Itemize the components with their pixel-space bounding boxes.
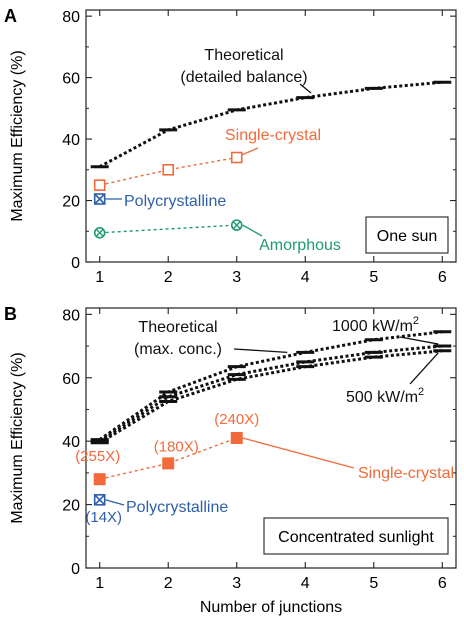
y-tick-label: 40 [62, 434, 80, 451]
label-leader [242, 224, 263, 237]
x-tick-label: 4 [301, 575, 310, 592]
point-label: (14X) [85, 509, 122, 526]
x-tick-label: 3 [232, 269, 241, 286]
data-point [93, 179, 106, 191]
x-tick-label: 5 [369, 575, 378, 592]
series-label: Theoretical [138, 319, 217, 336]
data-point [93, 193, 106, 205]
series-line [98, 349, 443, 445]
y-tick-label: 80 [62, 9, 80, 26]
x-tick-label: 1 [95, 269, 104, 286]
series-line [99, 156, 237, 186]
x-tick-label: 1 [95, 575, 104, 592]
point-label: (180X) [154, 438, 199, 455]
y-tick-label: 20 [62, 498, 80, 515]
data-point [93, 473, 106, 486]
plot-frame [85, 9, 457, 263]
marker-cross [95, 228, 104, 237]
series-line [98, 344, 443, 443]
condition-box [263, 517, 449, 555]
x-tick-label: 5 [369, 269, 378, 286]
series-single-crystal [93, 432, 243, 486]
data-point [162, 457, 175, 470]
x-tick-label: 2 [164, 575, 173, 592]
data-point [230, 219, 243, 231]
x-tick-label: 6 [438, 269, 447, 286]
series-label: Single-crystal [225, 127, 321, 144]
series-label: Amorphous [259, 237, 341, 254]
panel-letter: A [4, 6, 17, 26]
series-500-kw-m2 [90, 349, 452, 445]
x-tick-label: 3 [232, 575, 241, 592]
label-leader [105, 499, 125, 506]
condition-label: Concentrated sunlight [278, 529, 434, 546]
series-label: Polycrystalline [126, 499, 228, 516]
plot-frame [85, 307, 457, 569]
x-tick-label: 6 [438, 575, 447, 592]
label-leader [409, 352, 439, 385]
y-axis-label: Maximum Efficiency (%) [9, 352, 26, 523]
series-label: 500 kW/m2 [346, 386, 424, 406]
data-point [230, 151, 243, 164]
series-line [98, 80, 443, 169]
series-single-crystal [93, 151, 243, 191]
series-polycrystalline [93, 494, 106, 506]
series-polycrystalline [93, 193, 106, 205]
panel-a: A 0 20 40 60 80 1 2 3 4 5 6 Maximum Efficiency (%) Th… [4, 6, 457, 286]
series-label: Polycrystalline [124, 193, 226, 210]
panel-b: B 0 20 40 60 80 1 2 3 4 5 6 Maximum Efficiency (%) Th… [4, 304, 457, 616]
series-label: (max. conc.) [134, 341, 222, 358]
label-leader [233, 348, 288, 354]
series-label: (detailed balance) [180, 69, 307, 86]
data-point [230, 432, 243, 444]
series-label: Theoretical [204, 47, 283, 64]
y-tick-label: 20 [62, 194, 80, 211]
series-amorphous [93, 219, 243, 239]
series-label: Single-crystal [358, 465, 454, 482]
data-point [93, 227, 106, 239]
series-line [99, 224, 237, 234]
point-label: (255X) [75, 448, 120, 465]
y-tick-label: 40 [62, 132, 80, 149]
marker-cross [232, 221, 241, 230]
panel-letter: B [4, 304, 17, 324]
label-leader [242, 147, 259, 156]
label-leader [399, 336, 439, 345]
condition-box [365, 216, 449, 254]
marker-cross [94, 494, 106, 506]
y-tick-label: 80 [62, 307, 80, 324]
label-leader [242, 437, 355, 469]
y-tick-label: 60 [62, 71, 80, 88]
x-tick-label: 2 [164, 269, 173, 286]
y-axis-label: Maximum Efficiency (%) [9, 50, 26, 221]
series-theoretical-detailed-balance- [90, 80, 452, 169]
series-label: 1000 kW/m2 [332, 315, 419, 335]
point-label: (240X) [214, 411, 259, 428]
x-axis-label: Number of junctions [200, 599, 342, 616]
marker-cross [94, 193, 106, 205]
y-tick-label: 0 [71, 255, 80, 272]
x-tick-label: 4 [301, 269, 310, 286]
y-tick-label: 0 [71, 561, 80, 578]
data-point [162, 164, 175, 176]
y-tick-label: 60 [62, 371, 80, 388]
data-point [93, 494, 106, 506]
label-leader [299, 83, 312, 94]
condition-label: One sun [377, 228, 437, 245]
